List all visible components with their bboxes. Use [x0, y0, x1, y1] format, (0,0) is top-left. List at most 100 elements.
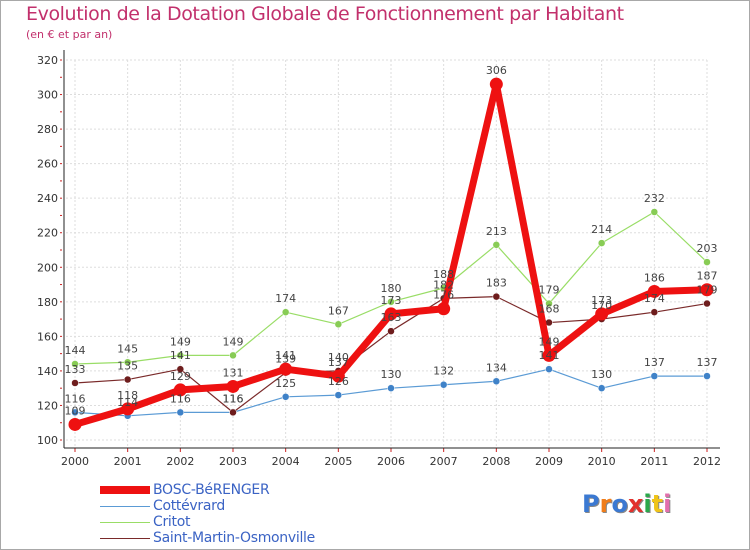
data-point-critot: [123, 358, 132, 367]
data-label-saint-martin-osmonville: 163: [381, 311, 402, 324]
legend-label-saint-martin-osmonville: Saint-Martin-Osmonville: [153, 530, 315, 546]
data-point-cottevrard: [387, 384, 395, 392]
data-point-cottevrard: [650, 372, 659, 380]
data-point-cottevrard: [597, 384, 606, 392]
data-label-critot: 167: [328, 304, 349, 317]
data-label-critot: 188: [433, 268, 454, 281]
data-point-saint-martin-osmonville: [703, 299, 711, 308]
data-point-bosc-berenger: [595, 307, 609, 321]
y-tick-label: 260: [37, 158, 58, 171]
data-label-saint-martin-osmonville: 116: [223, 392, 244, 405]
x-tick-label: 2011: [640, 455, 668, 468]
data-label-cottevrard: 116: [65, 392, 86, 405]
data-point-cottevrard: [176, 408, 185, 417]
data-label-critot: 214: [591, 223, 612, 236]
data-label-bosc-berenger: 173: [381, 294, 402, 307]
x-tick-label: 2007: [430, 455, 458, 468]
data-point-saint-martin-osmonville: [387, 327, 395, 335]
data-label-saint-martin-osmonville: 174: [644, 292, 665, 305]
legend-swatch-cottevrard: [100, 506, 150, 507]
data-label-bosc-berenger: 129: [170, 370, 191, 383]
data-point-cottevrard: [545, 365, 553, 373]
data-label-saint-martin-osmonville: 168: [539, 303, 560, 316]
data-point-bosc-berenger: [226, 379, 240, 393]
x-tick-label: 2003: [219, 455, 247, 468]
legend-swatch-bosc-berenger: [100, 486, 150, 494]
data-label-cottevrard: 125: [275, 377, 296, 390]
data-point-bosc-berenger: [647, 284, 661, 298]
data-label-cottevrard: 141: [539, 349, 560, 362]
data-point-bosc-berenger: [700, 283, 714, 297]
data-label-bosc-berenger: 149: [539, 335, 560, 348]
y-tick-label: 280: [37, 123, 58, 136]
data-point-critot: [176, 351, 185, 360]
data-point-cottevrard: [439, 380, 448, 389]
data-label-critot: 144: [65, 344, 86, 357]
data-label-cottevrard: 132: [433, 365, 454, 378]
data-label-bosc-berenger: 131: [223, 366, 244, 379]
logo-letter: i: [663, 490, 672, 518]
data-label-bosc-berenger: 176: [433, 289, 454, 302]
legend-label-cottevrard: Cottévrard: [153, 498, 225, 514]
legend-label-bosc-berenger: BOSC-BéRENGER: [153, 482, 270, 498]
data-point-critot: [650, 208, 659, 216]
data-point-bosc-berenger: [384, 307, 398, 321]
data-point-saint-martin-osmonville: [123, 375, 132, 384]
data-point-critot: [71, 360, 79, 368]
data-point-bosc-berenger: [173, 383, 187, 397]
y-tick-label: 220: [37, 227, 58, 240]
data-label-saint-martin-osmonville: 183: [486, 277, 507, 290]
data-point-critot: [387, 298, 395, 306]
x-tick-label: 2004: [272, 455, 300, 468]
data-label-critot: 232: [644, 192, 665, 205]
y-tick-label: 240: [37, 192, 58, 205]
data-label-bosc-berenger: 141: [275, 349, 296, 362]
y-tick-label: 300: [37, 89, 58, 102]
data-label-cottevrard: 116: [223, 392, 244, 405]
x-tick-label: 2006: [377, 455, 405, 468]
logo-letter: i: [643, 490, 652, 518]
data-label-critot: 203: [697, 242, 718, 255]
x-tick-label: 2000: [61, 455, 89, 468]
legend-swatch-critot: [100, 522, 150, 523]
data-label-critot: 213: [486, 225, 507, 238]
data-point-bosc-berenger: [279, 362, 293, 376]
logo-letter: r: [599, 490, 612, 518]
data-label-bosc-berenger: 109: [65, 404, 86, 417]
data-label-bosc-berenger: 186: [644, 271, 665, 284]
data-point-critot: [334, 320, 343, 329]
data-point-cottevrard: [492, 377, 501, 386]
data-point-critot: [597, 239, 606, 247]
x-tick-label: 2009: [535, 455, 563, 468]
data-label-bosc-berenger: 137: [328, 356, 349, 369]
x-tick-label: 2001: [114, 455, 142, 468]
x-tick-label: 2005: [324, 455, 352, 468]
logo-letter: x: [627, 490, 644, 518]
x-tick-label: 2010: [588, 455, 616, 468]
data-label-cottevrard: 130: [591, 368, 612, 381]
data-label-saint-martin-osmonville: 179: [697, 284, 718, 297]
data-label-saint-martin-osmonville: 182: [433, 278, 454, 291]
data-point-cottevrard: [334, 391, 343, 399]
y-tick-label: 180: [37, 296, 58, 309]
data-point-saint-martin-osmonville: [176, 365, 185, 373]
data-point-cottevrard: [281, 393, 290, 401]
logo-letter: t: [651, 490, 664, 518]
data-label-saint-martin-osmonville: 141: [170, 349, 191, 362]
data-point-cottevrard: [703, 372, 711, 380]
data-label-bosc-berenger: 187: [697, 270, 718, 283]
data-point-saint-martin-osmonville: [229, 408, 237, 417]
chart-subtitle: (en € et par an): [26, 28, 113, 41]
data-label-cottevrard: 126: [328, 375, 349, 388]
data-label-critot: 179: [539, 284, 560, 297]
data-label-critot: 149: [170, 335, 191, 348]
data-label-cottevrard: 114: [117, 396, 138, 409]
y-tick-label: 140: [37, 365, 58, 378]
data-point-critot: [545, 299, 553, 308]
data-point-saint-martin-osmonville: [71, 379, 79, 387]
data-label-saint-martin-osmonville: 170: [591, 299, 612, 312]
proxiti-logo: Proxiti: [582, 490, 671, 518]
data-point-bosc-berenger: [489, 77, 503, 91]
